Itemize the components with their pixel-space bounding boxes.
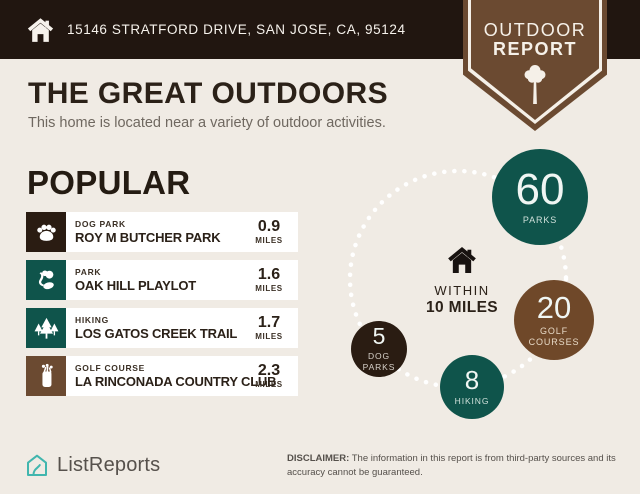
distance-value: 0.9: [257, 218, 281, 235]
miles-label: 10 MILES: [425, 299, 499, 316]
distance-unit: MILES: [255, 284, 283, 293]
list-item-dog-park: DOG PARK ROY M BUTCHER PARK 0.9 MILES: [26, 212, 298, 252]
item-distance: 1.6 MILES: [246, 266, 298, 294]
list-item-park: PARK OAK HILL PLAYLOT 1.6 MILES: [26, 260, 298, 300]
disclaimer: DISCLAIMER: The information in this repo…: [287, 452, 619, 480]
radius-center-label: WITHIN 10 MILES: [402, 247, 522, 317]
pine-trees-icon: [26, 308, 66, 348]
park-icon: [26, 260, 66, 300]
distance-unit: MILES: [255, 332, 283, 341]
home-icon: [448, 247, 476, 273]
listreports-logo: ListReports: [25, 453, 160, 478]
list-item-body: GOLF COURSE LA RINCONADA COUNTRY CLUB 2.…: [66, 356, 298, 396]
item-name: OAK HILL PLAYLOT: [75, 278, 197, 293]
distance-value: 2.3: [257, 362, 281, 379]
item-category: DOG PARK: [75, 219, 126, 229]
dog-parks-label: DOG PARKS: [362, 351, 396, 372]
dog-parks-count: 5: [372, 323, 386, 350]
hiking-count: 8: [464, 365, 480, 396]
disclaimer-text: The information in this report is from t…: [287, 453, 616, 478]
distance-value: 1.7: [257, 314, 281, 331]
stat-bubble-dog-parks: 5 DOG PARKS: [351, 321, 407, 377]
item-name: LA RINCONADA COUNTRY CLUB: [75, 374, 277, 389]
golf-label: GOLF COURSES: [528, 325, 580, 347]
tree-icon: [524, 65, 546, 104]
item-distance: 0.9 MILES: [246, 218, 298, 246]
distance-value: 1.6: [257, 266, 281, 283]
item-category: PARK: [75, 267, 102, 277]
paw-icon: [26, 212, 66, 252]
disclaimer-label: DISCLAIMER:: [287, 453, 350, 464]
brand-name: ListReports: [57, 454, 161, 476]
distance-unit: MILES: [255, 236, 283, 245]
item-category: GOLF COURSE: [75, 363, 146, 373]
badge-title-line2: REPORT: [492, 39, 577, 59]
distance-unit: MILES: [255, 380, 283, 389]
item-category: HIKING: [75, 315, 109, 325]
list-item-body: DOG PARK ROY M BUTCHER PARK 0.9 MILES: [66, 212, 298, 252]
list-item-body: HIKING LOS GATOS CREEK TRAIL 1.7 MILES: [66, 308, 298, 348]
popular-heading: POPULAR: [27, 164, 191, 201]
hiking-label: HIKING: [454, 396, 490, 407]
item-name: ROY M BUTCHER PARK: [75, 230, 221, 245]
item-distance: 1.7 MILES: [246, 314, 298, 342]
property-address: 15146 STRATFORD DRIVE, SAN JOSE, CA, 951…: [67, 22, 406, 37]
parks-count: 60: [515, 164, 565, 214]
within-label: WITHIN: [434, 283, 490, 298]
list-item-hiking: HIKING LOS GATOS CREEK TRAIL 1.7 MILES: [26, 308, 298, 348]
listreports-house-icon: [27, 454, 47, 476]
outdoor-report-badge: OUTDOOR REPORT: [463, 0, 607, 131]
item-distance: 2.3 MILES: [246, 362, 298, 390]
home-icon: [27, 17, 54, 42]
badge-title-line1: OUTDOOR: [483, 20, 587, 40]
golf-bag-icon: [26, 356, 66, 396]
stat-bubble-golf-courses: 20 GOLF COURSES: [514, 280, 594, 360]
list-item-body: PARK OAK HILL PLAYLOT 1.6 MILES: [66, 260, 298, 300]
page-subtitle: This home is located near a variety of o…: [28, 115, 386, 131]
list-item-golf: GOLF COURSE LA RINCONADA COUNTRY CLUB 2.…: [26, 356, 298, 396]
page-title: THE GREAT OUTDOORS: [28, 77, 388, 110]
item-name: LOS GATOS CREEK TRAIL: [75, 326, 238, 341]
stat-bubble-hiking: 8 HIKING: [440, 355, 504, 419]
parks-label: PARKS: [522, 214, 558, 225]
stat-bubble-parks: 60 PARKS: [492, 149, 588, 245]
golf-count: 20: [536, 289, 572, 325]
